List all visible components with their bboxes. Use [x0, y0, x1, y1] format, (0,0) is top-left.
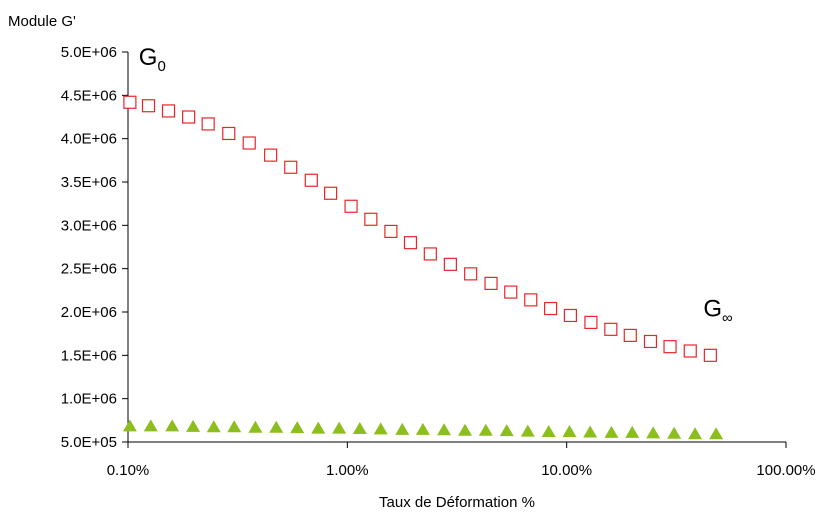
data-point-square — [182, 110, 196, 124]
data-point-triangle — [248, 420, 263, 433]
x-tick-label: 100.00% — [756, 462, 815, 479]
y-tick-label: 3.0E+06 — [61, 217, 117, 234]
x-tick-label: 1.00% — [326, 462, 369, 479]
data-point-triangle — [269, 420, 284, 433]
y-tick-label: 5.0E+06 — [61, 44, 117, 61]
data-point-square — [643, 334, 658, 349]
y-tick-label: 4.0E+06 — [61, 131, 117, 148]
data-point-square — [703, 348, 717, 362]
annotation-ginf: G∞ — [703, 295, 733, 326]
data-point-triangle — [458, 423, 473, 436]
y-tick-label: 2.5E+06 — [61, 261, 117, 278]
data-point-triangle — [667, 426, 682, 439]
data-point-square — [423, 247, 437, 261]
data-point-square — [201, 117, 215, 131]
x-ticks: 0.10% 1.00% 10.00% 100.00% — [107, 442, 816, 479]
data-point-square — [524, 293, 538, 307]
data-point-square — [504, 285, 518, 299]
data-point-square — [242, 136, 256, 150]
x-tick-label: 0.10% — [107, 462, 150, 479]
annotation-g0: G0 — [139, 44, 166, 75]
data-point-triangle — [395, 422, 410, 435]
data-point-square — [161, 104, 176, 118]
data-point-square — [484, 276, 498, 290]
data-point-square — [141, 99, 156, 113]
annotation-g0-sub: 0 — [157, 58, 165, 75]
y-tick-label: 1.0E+06 — [61, 391, 117, 408]
y-tick-label: 5.0E+05 — [61, 434, 117, 451]
data-point-triangle — [583, 425, 598, 438]
data-point-square — [563, 308, 578, 323]
series-green-triangles — [122, 419, 724, 440]
data-point-square — [344, 199, 358, 213]
data-point-square — [544, 301, 558, 316]
data-point-triangle — [437, 423, 452, 436]
y-tick-label: 1.5E+06 — [61, 347, 117, 364]
data-point-triangle — [332, 421, 347, 434]
y-tick-label: 3.5E+06 — [61, 174, 117, 191]
data-point-triangle — [186, 419, 201, 432]
annotation-ginf-sub: ∞ — [722, 309, 733, 326]
data-point-triangle — [311, 421, 326, 434]
data-point-square — [443, 257, 457, 271]
x-tick-label: 10.00% — [541, 462, 592, 479]
data-point-triangle — [352, 422, 367, 434]
data-point-triangle — [122, 419, 137, 432]
data-point-square — [364, 212, 378, 226]
y-tick-label: 2.0E+06 — [61, 304, 117, 321]
data-point-triangle — [478, 423, 493, 436]
data-point-square — [222, 126, 236, 141]
data-point-square — [584, 315, 598, 329]
data-point-triangle — [646, 426, 661, 439]
data-point-square — [464, 267, 478, 281]
data-point-square — [123, 95, 137, 109]
y-tick-label: 4.5E+06 — [61, 87, 117, 104]
data-point-square — [264, 148, 278, 162]
series-red-squares — [123, 95, 717, 362]
data-point-square — [304, 173, 318, 187]
data-point-triangle — [373, 422, 388, 435]
data-point-triangle — [143, 419, 158, 432]
data-point-triangle — [499, 424, 514, 437]
data-point-square — [384, 224, 398, 238]
annotation-ginf-base: G — [703, 295, 722, 322]
data-point-triangle — [520, 424, 535, 437]
data-point-triangle — [562, 425, 577, 438]
data-point-triangle — [604, 425, 619, 438]
data-point-square — [623, 328, 637, 342]
data-point-triangle — [206, 420, 221, 433]
data-point-square — [683, 344, 697, 358]
data-point-triangle — [688, 427, 703, 440]
data-point-square — [663, 340, 677, 354]
data-point-triangle — [227, 420, 242, 433]
data-point-triangle — [541, 425, 556, 438]
data-point-square — [604, 322, 618, 336]
data-point-triangle — [290, 421, 305, 434]
x-axis-title: Taux de Déformation % — [379, 494, 535, 511]
data-point-square — [284, 160, 298, 174]
data-point-triangle — [415, 422, 430, 435]
y-ticks: 5.0E+05 1.0E+06 1.5E+06 2.0E+06 2.5E+06 3.0E+… — [61, 44, 128, 451]
y-axis-title: Module G' — [8, 13, 76, 30]
data-point-triangle — [709, 427, 724, 440]
annotation-g0-base: G — [139, 44, 158, 71]
data-point-triangle — [165, 419, 180, 432]
data-point-square — [324, 186, 338, 200]
data-point-square — [403, 236, 418, 250]
data-point-triangle — [625, 425, 640, 438]
